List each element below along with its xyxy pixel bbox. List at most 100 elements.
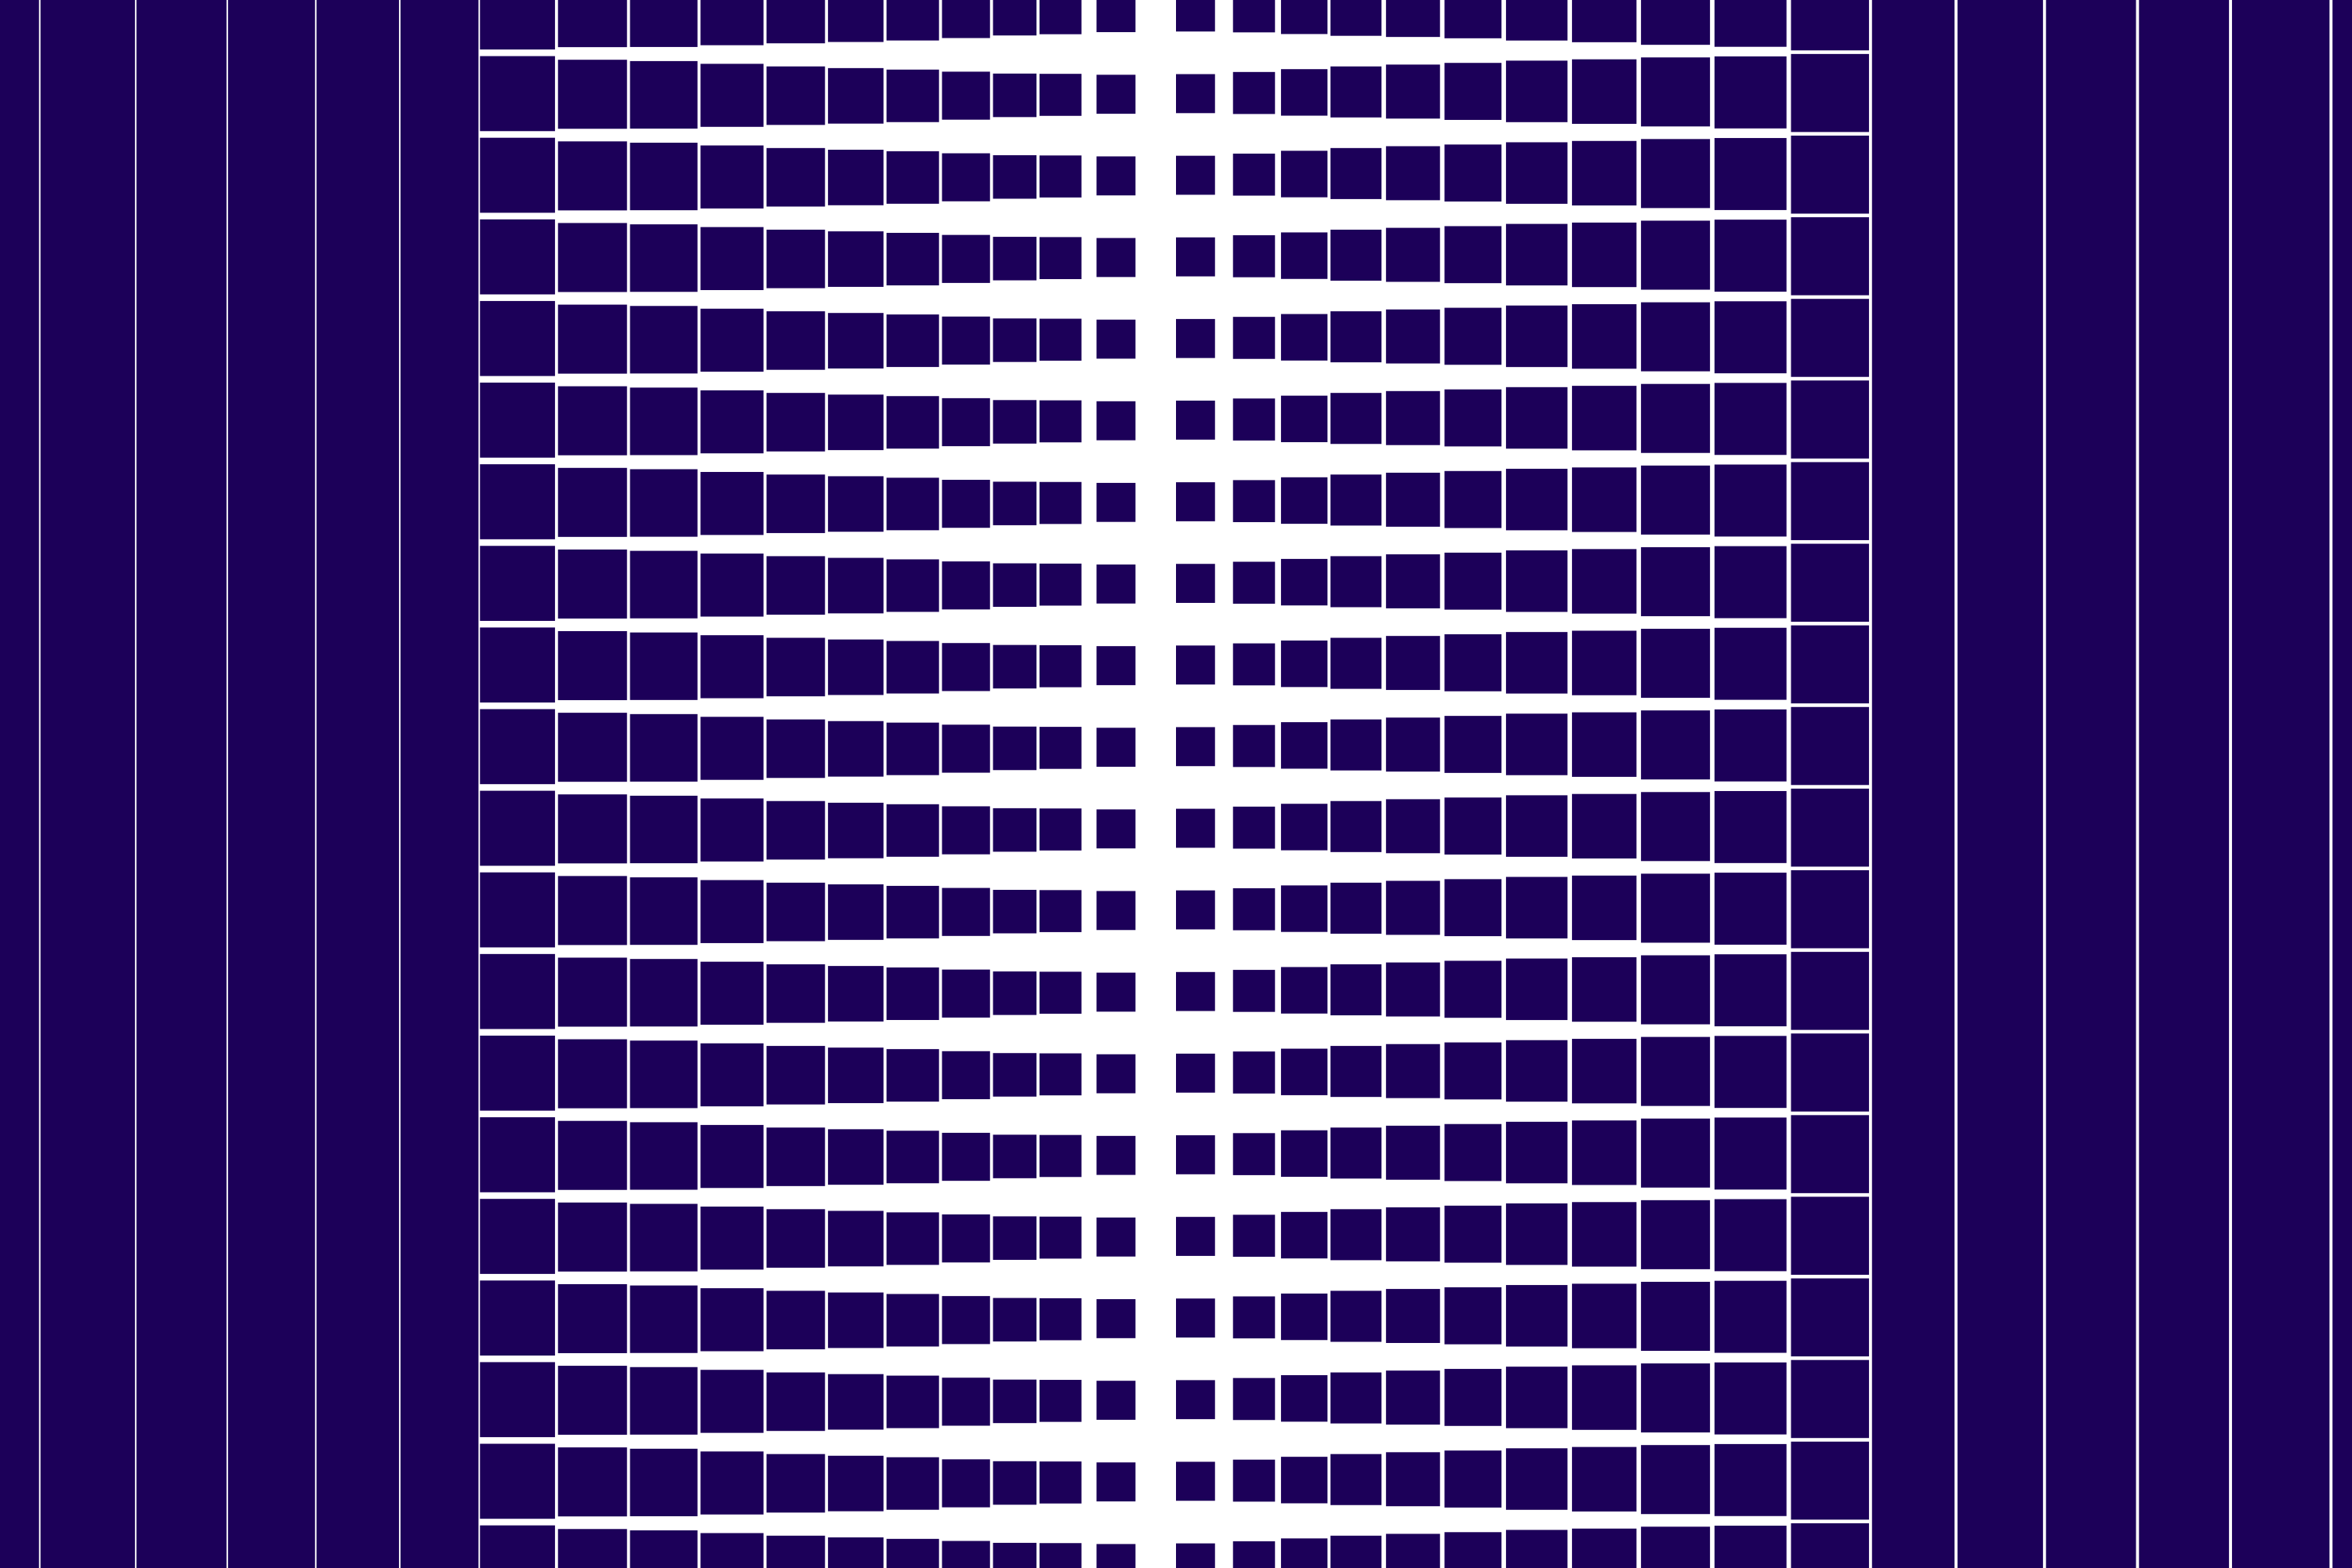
grid-square	[1385, 0, 1440, 38]
grid-square	[630, 469, 698, 537]
grid-square	[480, 1035, 555, 1111]
grid-square	[766, 229, 826, 289]
grid-square	[480, 1280, 555, 1356]
grid-square	[1444, 1287, 1502, 1345]
grid-square	[1572, 956, 1637, 1022]
grid-square	[993, 644, 1037, 689]
grid-square	[630, 877, 698, 946]
grid-square	[993, 563, 1037, 608]
grid-square	[1280, 314, 1328, 361]
grid-square	[942, 561, 990, 610]
grid-square	[1176, 645, 1215, 685]
grid-square	[942, 1296, 990, 1345]
grid-square	[993, 1216, 1037, 1260]
grid-square	[1505, 550, 1568, 612]
grid-square	[557, 794, 627, 864]
grid-square	[630, 795, 698, 864]
grid-square	[1280, 1457, 1328, 1504]
grid-square	[1280, 232, 1328, 279]
grid-square	[993, 400, 1037, 444]
grid-square	[480, 219, 555, 295]
grid-square	[557, 1529, 627, 1568]
grid-square	[1096, 564, 1136, 604]
grid-square	[1176, 401, 1215, 440]
grid-square	[700, 0, 764, 45]
grid-square	[1096, 972, 1136, 1012]
grid-square	[993, 1053, 1037, 1097]
grid-square	[1641, 139, 1711, 209]
grid-square	[1176, 1135, 1215, 1174]
grid-square	[700, 1288, 764, 1352]
grid-square	[1714, 790, 1787, 863]
grid-square	[886, 641, 939, 694]
stripe	[136, 0, 227, 1568]
grid-square	[1505, 142, 1568, 204]
grid-square	[766, 66, 826, 125]
grid-square	[1791, 1033, 1869, 1112]
grid-square	[828, 1047, 884, 1104]
grid-square	[993, 971, 1037, 1015]
grid-square	[480, 953, 555, 1029]
grid-square	[1444, 1450, 1502, 1508]
grid-square	[630, 1448, 698, 1516]
grid-square	[1176, 0, 1215, 32]
grid-square	[1505, 305, 1568, 368]
grid-square	[993, 318, 1037, 362]
grid-square	[1232, 71, 1276, 114]
grid-square	[1096, 809, 1136, 849]
grid-square	[1641, 792, 1711, 862]
grid-square	[1330, 1127, 1382, 1179]
grid-square	[630, 224, 698, 292]
grid-square	[700, 1370, 764, 1433]
grid-square	[1330, 147, 1382, 199]
grid-square	[630, 1530, 698, 1568]
grid-square	[1096, 1544, 1136, 1568]
grid-square	[1505, 1367, 1568, 1428]
grid-square	[1385, 799, 1440, 854]
grid-square	[1385, 390, 1440, 445]
grid-square	[1714, 709, 1787, 782]
grid-square	[1096, 1054, 1136, 1094]
grid-square	[766, 637, 826, 697]
grid-square	[1714, 301, 1787, 374]
grid-square	[1232, 970, 1276, 1012]
grid-square	[993, 237, 1037, 281]
grid-square	[886, 967, 939, 1021]
grid-square	[942, 71, 990, 120]
grid-square	[700, 471, 764, 535]
grid-square	[1039, 0, 1082, 34]
grid-square	[1096, 401, 1136, 441]
grid-square	[828, 1210, 884, 1267]
grid-square	[1330, 393, 1382, 445]
grid-square	[942, 316, 990, 365]
grid-square	[828, 1292, 884, 1348]
grid-square	[1280, 1538, 1328, 1568]
grid-square	[700, 1451, 764, 1515]
grid-square	[1232, 1541, 1276, 1568]
grid-square	[1791, 1359, 1869, 1439]
grid-square	[630, 632, 698, 700]
grid-square	[1330, 556, 1382, 608]
grid-square	[1385, 717, 1440, 772]
grid-square	[1096, 482, 1136, 522]
grid-square	[1385, 962, 1440, 1017]
grid-square	[1791, 53, 1869, 132]
grid-square	[1791, 135, 1869, 214]
grid-square	[828, 1374, 884, 1430]
grid-square	[1444, 1532, 1502, 1568]
grid-square	[1444, 1369, 1502, 1426]
grid-square	[1641, 710, 1711, 780]
grid-square	[630, 306, 698, 374]
grid-square	[700, 1533, 764, 1568]
grid-square	[828, 557, 884, 614]
grid-square	[1330, 800, 1382, 852]
grid-square	[630, 60, 698, 129]
grid-square	[1039, 971, 1082, 1014]
grid-square	[1330, 719, 1382, 771]
grid-square	[700, 798, 764, 862]
grid-square	[557, 1120, 627, 1190]
grid-square	[630, 0, 698, 47]
grid-square	[1280, 558, 1328, 606]
grid-square	[1330, 882, 1382, 934]
